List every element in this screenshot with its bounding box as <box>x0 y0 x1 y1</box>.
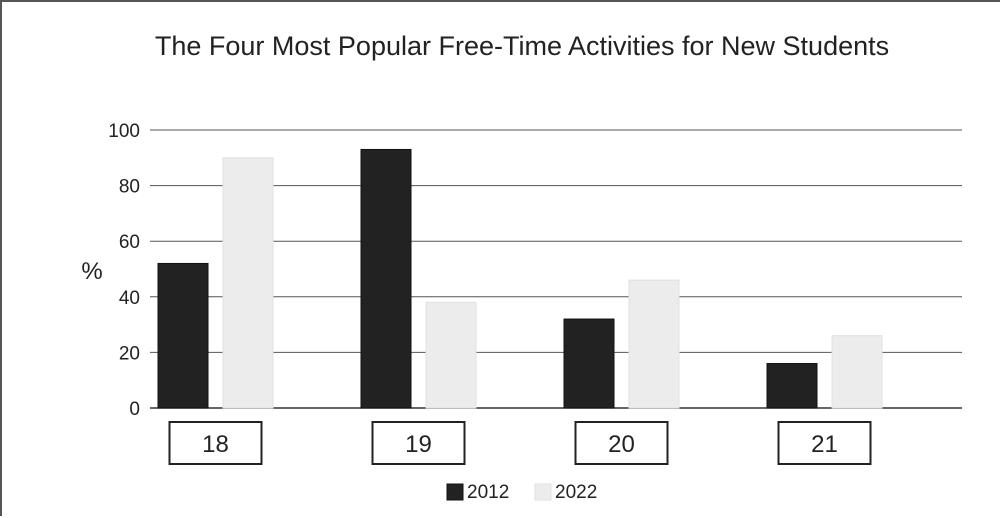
y-tick-label: 40 <box>119 288 140 309</box>
bars <box>157 148 883 409</box>
category-box <box>777 421 872 465</box>
category-label: 19 <box>405 431 432 458</box>
bar-2012-21 <box>766 363 818 409</box>
y-tick-label: 80 <box>119 177 140 198</box>
chart-title: The Four Most Popular Free-Time Activiti… <box>155 31 889 61</box>
y-tick-label: 0 <box>129 399 140 420</box>
y-tick-label: 20 <box>119 343 140 364</box>
legend: 2012 2022 <box>446 482 597 503</box>
legend-label-2012: 2012 <box>467 482 509 503</box>
legend-label-2022: 2022 <box>555 482 597 503</box>
gridlines <box>150 129 962 409</box>
bar-2022-18 <box>222 157 274 409</box>
category-box <box>168 421 263 465</box>
category-box <box>371 421 466 465</box>
bar-2012-19 <box>360 148 412 409</box>
category-box <box>574 421 669 465</box>
category-label: 18 <box>202 431 229 458</box>
bar-2012-18 <box>157 262 209 409</box>
y-axis-label: % <box>81 258 102 285</box>
y-tick-label: 60 <box>119 232 140 253</box>
bar-2012-20 <box>563 318 615 409</box>
bar-2022-21 <box>831 335 883 409</box>
bar-2022-19 <box>425 301 477 409</box>
bar-2022-20 <box>628 279 680 409</box>
category-label: 20 <box>608 431 635 458</box>
legend-swatch-2022 <box>534 483 552 501</box>
y-tick-label: 100 <box>108 121 140 142</box>
category-labels: 18 19 20 21 <box>168 421 872 465</box>
y-axis-ticks: 0 20 40 60 80 100 <box>108 121 140 420</box>
legend-swatch-2012 <box>446 483 464 501</box>
category-label: 21 <box>811 431 838 458</box>
